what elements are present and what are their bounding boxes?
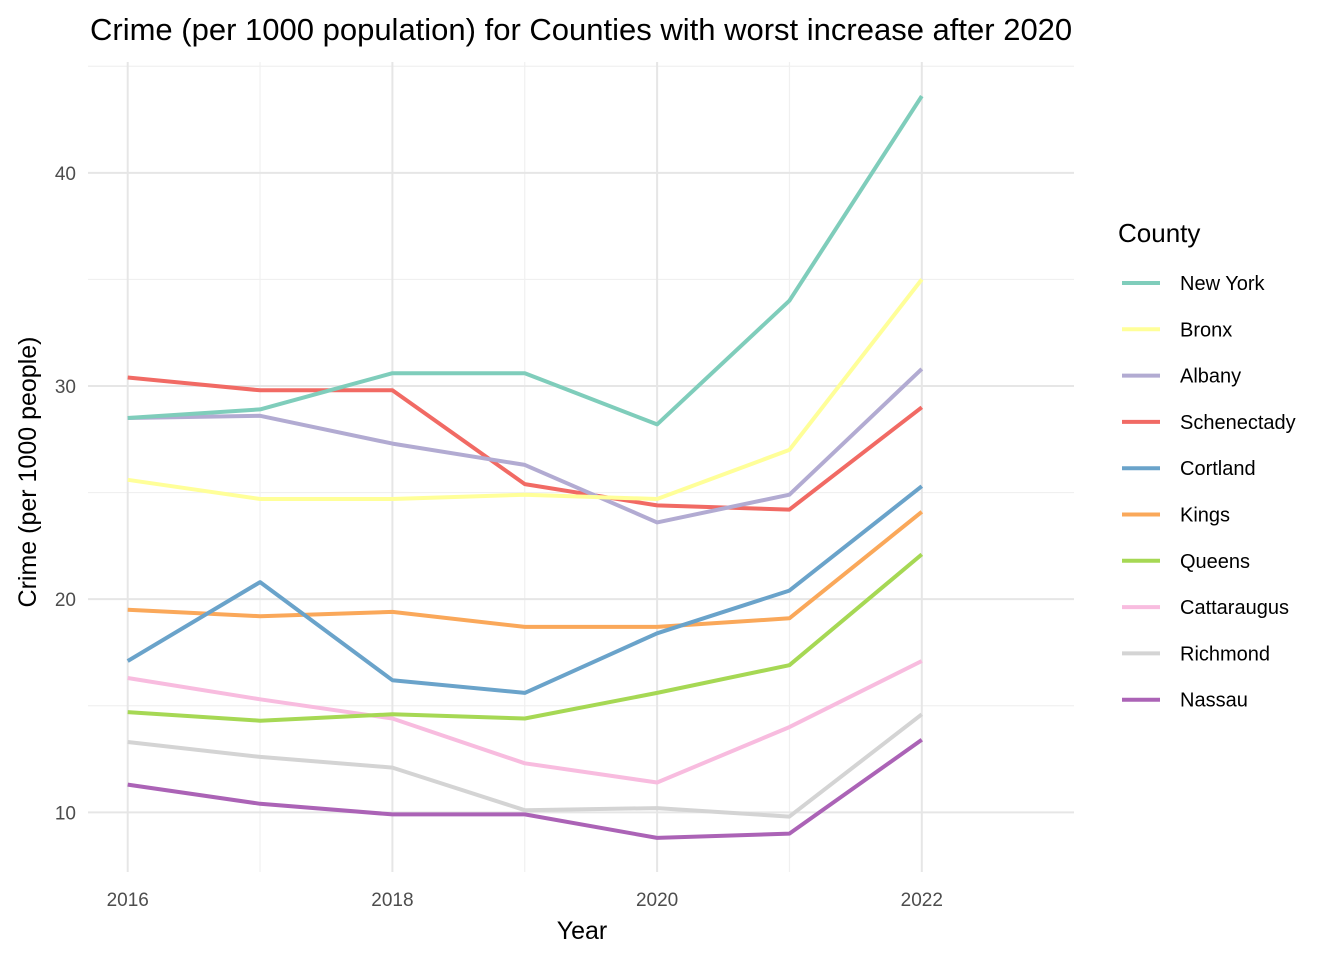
legend-label-bronx: Bronx: [1180, 319, 1232, 341]
legend-label-richmond: Richmond: [1180, 643, 1270, 665]
series-line-richmond: [127, 712, 924, 819]
series-line-cortland: [126, 484, 924, 695]
y-tick-label: 20: [55, 590, 76, 611]
legend-label-schenectady: Schenectady: [1180, 412, 1296, 434]
x-axis-title: Year: [557, 917, 608, 945]
series-line-bronx: [127, 278, 924, 501]
legend-label-kings: Kings: [1180, 505, 1230, 527]
series-line-queens: [127, 552, 924, 723]
legend-title: County: [1118, 218, 1200, 248]
x-axis-ticks: 2016 2018 2020 2022: [107, 890, 943, 911]
legend-label-albany: Albany: [1180, 366, 1241, 388]
legend-label-new-york: New York: [1180, 273, 1265, 295]
legend-label-queens: Queens: [1180, 551, 1250, 573]
y-tick-label: 10: [55, 803, 76, 824]
x-tick-label: 2018: [371, 890, 413, 911]
series-lines: [126, 95, 924, 840]
legend-label-cortland: Cortland: [1180, 458, 1256, 480]
chart-title: Crime (per 1000 population) for Counties…: [90, 12, 1072, 47]
y-tick-label: 40: [55, 164, 76, 185]
y-axis-ticks: 10 20 30 40: [55, 164, 76, 824]
legend: County New York Bronx Albany Schenectady Cor…: [1118, 218, 1296, 712]
series-line-nassau: [127, 738, 923, 840]
y-tick-label: 30: [55, 377, 76, 398]
series-line-schenectady: [127, 375, 924, 512]
x-tick-label: 2022: [901, 890, 943, 911]
series-line-albany: [127, 367, 924, 525]
plot-grid: [88, 62, 1074, 872]
series-line-new-york: [127, 95, 924, 427]
x-tick-label: 2016: [107, 890, 149, 911]
legend-label-cattaraugus: Cattaraugus: [1180, 597, 1289, 619]
series-line-cattaraugus: [127, 659, 923, 785]
x-tick-label: 2020: [636, 890, 678, 911]
series-line-kings: [127, 510, 924, 629]
legend-label-nassau: Nassau: [1180, 690, 1248, 712]
y-axis-title: Crime (per 1000 people): [14, 337, 42, 608]
